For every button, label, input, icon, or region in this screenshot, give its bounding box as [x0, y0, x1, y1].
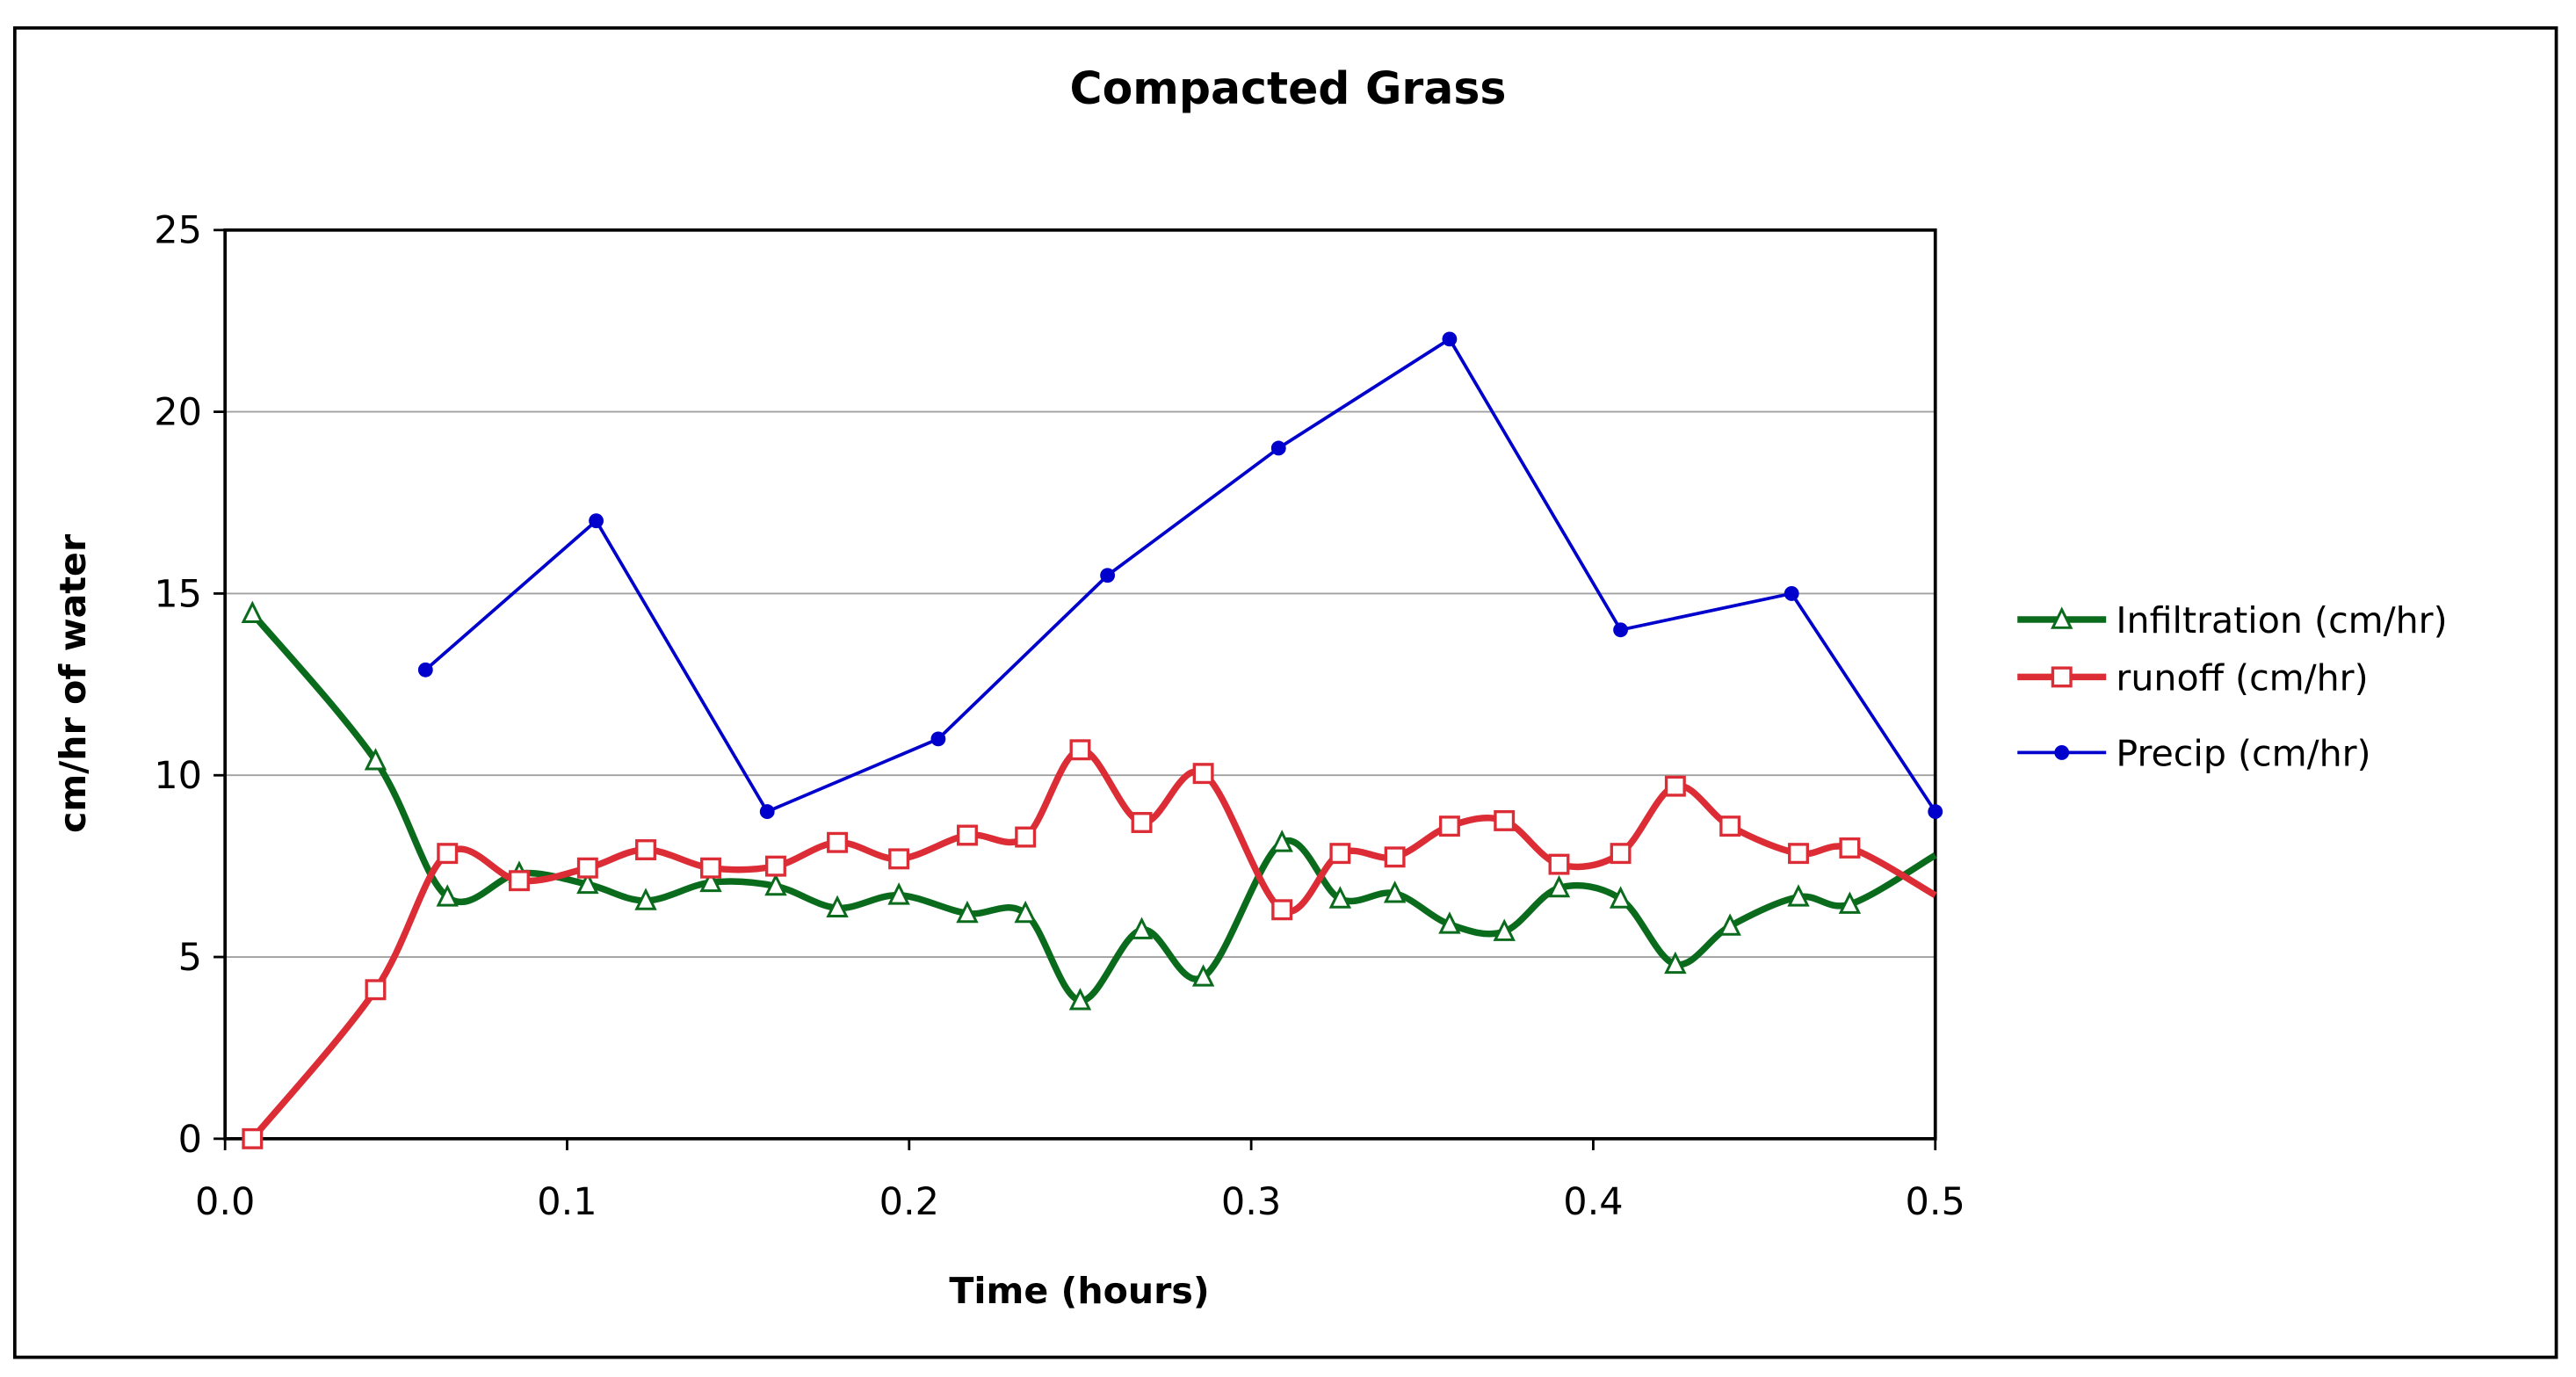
data-point	[1384, 846, 1406, 868]
chart-title: Compacted Grass	[1070, 62, 1507, 114]
series-precip	[417, 331, 1943, 820]
data-point	[1191, 964, 1215, 987]
data-point	[1719, 913, 1741, 936]
data-point	[417, 662, 433, 678]
data-point	[887, 882, 910, 905]
data-point	[634, 888, 657, 910]
data-point	[1784, 586, 1799, 601]
x-tick-label: 0.0	[195, 1180, 255, 1224]
data-point	[509, 870, 530, 892]
data-point	[1100, 568, 1116, 583]
x-tick-label: 0.2	[879, 1180, 939, 1224]
data-point	[700, 857, 721, 879]
x-tick-label: 0.3	[1221, 1180, 1281, 1224]
data-point	[437, 843, 459, 865]
legend-label: runoff (cm/hr)	[2116, 656, 2368, 699]
y-tick-label: 5	[178, 936, 202, 980]
data-point	[1719, 815, 1741, 837]
data-point	[1015, 826, 1037, 848]
data-point	[1547, 874, 1571, 898]
data-point	[1438, 911, 1461, 934]
data-point	[759, 804, 775, 820]
data-point	[764, 873, 787, 896]
data-point	[1069, 739, 1091, 761]
data-point	[242, 1127, 264, 1149]
data-point	[1270, 440, 1286, 456]
data-point	[1192, 763, 1214, 785]
y-tick-label: 25	[154, 209, 202, 253]
data-point	[1130, 917, 1154, 939]
y-axis: 0 5 10 15 20 25	[154, 209, 226, 1162]
data-point	[1270, 830, 1293, 852]
y-tick-label: 10	[154, 754, 202, 798]
data-point	[1329, 843, 1351, 865]
x-axis: 0.0 0.1 0.2 0.3 0.4 0.5	[195, 1138, 1965, 1224]
data-point	[1494, 809, 1516, 831]
legend-marker	[2051, 666, 2073, 688]
data-point	[365, 979, 387, 1001]
data-point	[1664, 951, 1687, 975]
legend-item: runoff (cm/hr)	[2017, 656, 2369, 699]
data-point	[1131, 812, 1153, 833]
legend-label: Infiltration (cm/hr)	[2116, 599, 2447, 641]
data-point	[1271, 899, 1293, 921]
data-point	[827, 831, 849, 853]
data-point	[589, 513, 604, 529]
data-point	[1609, 886, 1632, 909]
y-tick-label: 20	[154, 391, 202, 435]
series-group	[241, 331, 1943, 1149]
legend-marker	[2054, 745, 2070, 760]
legend-item: Precip (cm/hr)	[2017, 732, 2371, 774]
series-runoff	[242, 739, 1937, 1149]
data-point	[436, 884, 459, 907]
data-point	[826, 895, 849, 918]
data-point	[1438, 815, 1460, 837]
series-line	[424, 337, 1937, 814]
gridlines	[225, 410, 1936, 958]
x-tick-label: 0.5	[1906, 1180, 1965, 1224]
data-point	[1787, 884, 1810, 907]
data-point	[765, 855, 786, 877]
legend-label: Precip (cm/hr)	[2116, 732, 2370, 774]
data-point	[888, 848, 910, 870]
data-point	[1548, 853, 1570, 875]
data-point	[1068, 988, 1092, 1011]
data-point	[1928, 804, 1943, 820]
data-point	[699, 869, 722, 893]
data-point	[1493, 918, 1516, 941]
data-point	[1788, 843, 1809, 865]
y-axis-label: cm/hr of water	[52, 533, 94, 833]
y-tick-label: 0	[178, 1118, 202, 1162]
data-point	[1014, 900, 1037, 924]
x-axis-label: Time (hours)	[949, 1270, 1209, 1312]
data-point	[957, 824, 978, 846]
y-tick-label: 15	[154, 572, 202, 616]
data-point	[1664, 775, 1686, 797]
data-point	[576, 857, 598, 879]
data-point	[1328, 886, 1352, 909]
data-point	[1838, 891, 1862, 914]
data-point	[1442, 331, 1458, 347]
x-tick-label: 0.1	[537, 1180, 597, 1224]
legend-marker	[2051, 606, 2073, 629]
legend: Infiltration (cm/hr) runoff (cm/hr) Precip…	[2017, 599, 2448, 774]
data-point	[635, 839, 656, 860]
data-point	[241, 600, 264, 624]
data-point	[1839, 837, 1861, 859]
data-point	[1613, 622, 1628, 638]
data-point	[1610, 843, 1632, 865]
data-point	[576, 871, 599, 895]
series-infiltration	[241, 600, 1937, 1011]
data-point	[930, 731, 946, 747]
x-tick-label: 0.4	[1563, 1180, 1623, 1224]
plot-area	[223, 228, 1937, 1141]
data-point	[956, 900, 979, 924]
chart-border	[12, 25, 2558, 1359]
legend-item: Infiltration (cm/hr)	[2017, 599, 2448, 641]
data-point	[1383, 881, 1407, 903]
data-point	[364, 748, 387, 771]
